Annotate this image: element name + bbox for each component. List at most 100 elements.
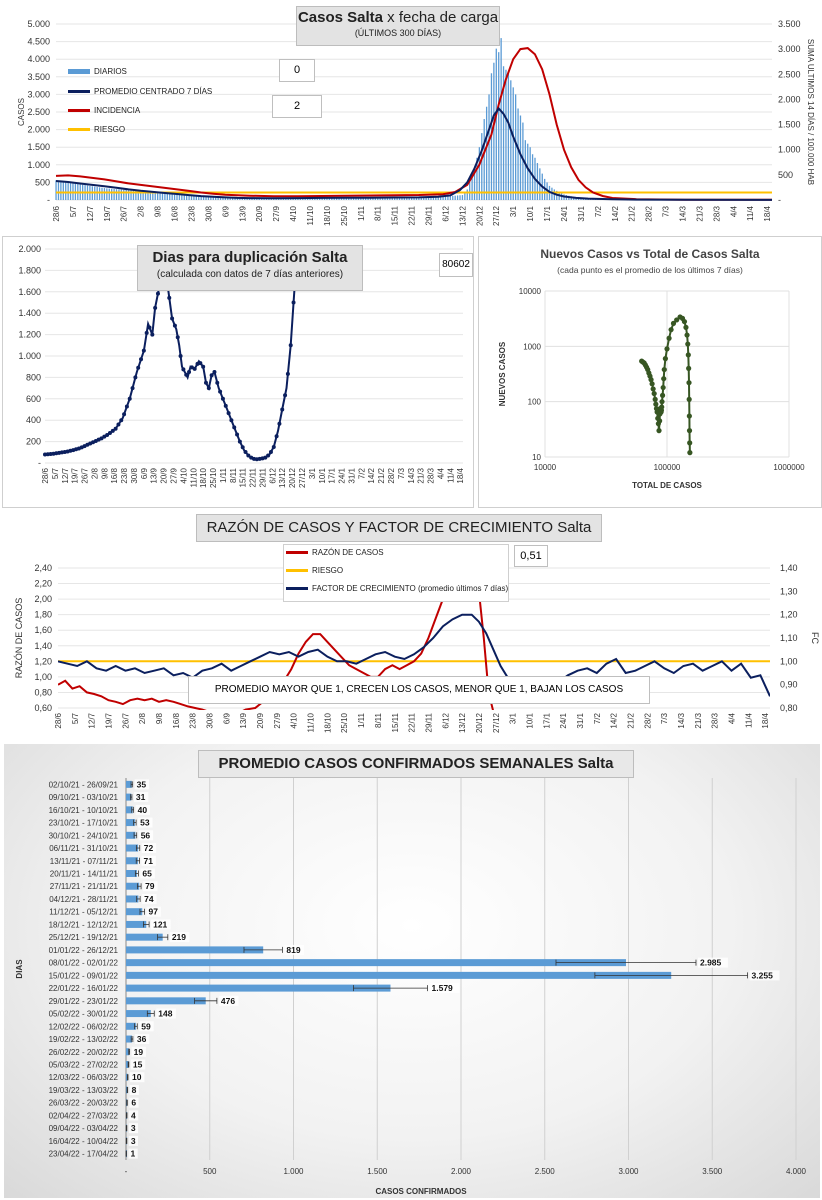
daily-bar (132, 190, 135, 200)
x-tick-label: 14/3 (677, 712, 686, 728)
casos-legend: DIARIOS PROMEDIO CENTRADO 7 DÍAS INCIDEN… (68, 66, 212, 136)
scatter-point (686, 380, 692, 386)
daily-bar (478, 147, 481, 200)
daily-bar (505, 69, 507, 200)
daily-bar (454, 195, 456, 200)
daily-bar (444, 196, 447, 200)
duplicacion-marker (113, 426, 118, 431)
x-tick-label: 27/12 (492, 205, 501, 226)
daily-bar (171, 194, 173, 200)
semanales-chart-svg: - 500 1.000 1.500 2.000 2.500 3.000 3.500 4.000 C… (15, 778, 807, 1196)
daily-bar (152, 192, 154, 200)
week-bar (126, 920, 147, 928)
daily-bar (384, 197, 386, 200)
y-tick-label: 3.000 (27, 89, 50, 99)
razon-title: RAZÓN DE CASOS Y FACTOR DE CRECIMIENTO S… (206, 519, 592, 536)
y-tick-label: 2,40 (34, 563, 52, 573)
scatter-point (660, 384, 666, 391)
daily-bar (331, 197, 333, 200)
duplicacion-title: Dias para duplicación Salta (152, 249, 348, 266)
daily-bar (173, 194, 176, 200)
x-tick-label: 5/7 (69, 205, 78, 217)
scatter-point (686, 427, 693, 434)
x-tick-label: 24/1 (560, 205, 569, 221)
scatter-point (657, 418, 663, 424)
scatter-point (681, 318, 688, 325)
scatter-point (686, 413, 692, 419)
value-label: 19 (134, 1047, 144, 1057)
x-tick-label: 28/6 (54, 712, 63, 728)
duplicacion-marker (220, 396, 225, 401)
value-label: 3.255 (752, 970, 774, 980)
value-label-bg (131, 1046, 147, 1057)
daily-bar (140, 190, 142, 200)
y-tick-label: 1000 (523, 342, 541, 351)
x-tick-label: 1/11 (357, 205, 366, 221)
y-right-tick-label: 1,20 (780, 610, 798, 620)
y-tick-label: 2.000 (18, 244, 41, 254)
daily-bar (507, 73, 510, 200)
value-label: 97 (149, 907, 159, 917)
x-tick-label: 28/6 (52, 205, 61, 221)
y-tick-label: 1.500 (27, 142, 50, 152)
duplicacion-marker (192, 366, 197, 371)
legend-diarios: DIARIOS (94, 67, 127, 76)
value-label-bg (129, 1097, 139, 1108)
daily-bar (275, 198, 277, 200)
casos-subtitle: (ÚLTIMOS 300 DÍAS) (354, 28, 442, 38)
week-bar (126, 819, 135, 827)
value-label: 3 (131, 1136, 136, 1146)
daily-bar (367, 197, 369, 200)
daily-bar (459, 195, 461, 200)
value-label: 59 (141, 1021, 151, 1031)
value-label: 1.579 (432, 983, 454, 993)
daily-bar (524, 140, 526, 200)
x-tick-label: 9/8 (100, 467, 109, 479)
scatter-point (662, 356, 668, 362)
y-tick-label: 2,00 (34, 594, 52, 604)
x-tick-label: 6/12 (441, 712, 450, 728)
y-tick-label: 1,00 (34, 672, 52, 682)
daily-bar (244, 198, 246, 200)
duplicacion-marker (223, 403, 228, 408)
daily-bar (510, 80, 512, 200)
daily-bar (135, 190, 137, 200)
x-tick-label: 1/11 (219, 467, 228, 483)
y-tick-label: 1,40 (34, 641, 52, 651)
week-bar (126, 1048, 130, 1056)
duplicacion-marker (178, 354, 183, 358)
daily-bar (234, 198, 236, 200)
daily-bar (493, 62, 495, 200)
daily-bar (435, 196, 437, 200)
daily-bar (498, 52, 500, 200)
scatter-point (670, 320, 677, 326)
week-bar (126, 793, 132, 801)
duplicacion-marker (212, 370, 217, 375)
duplicacion-marker (144, 330, 149, 335)
x-tick-label: 20/9 (255, 205, 264, 221)
legend-promedio-swatch (68, 90, 90, 94)
x-tick-label: 6/12 (441, 205, 450, 221)
daily-bar (440, 196, 442, 200)
daily-bar (355, 197, 357, 200)
value-label: 1 (131, 1149, 136, 1159)
scatter-point (674, 317, 680, 323)
daily-bar (181, 195, 183, 200)
value-label: 72 (144, 843, 154, 853)
x-tick-label: 18/4 (763, 205, 772, 221)
x-tick-label: 11/4 (746, 205, 755, 221)
legend-riesgo-swatch (68, 128, 90, 132)
daily-bar (333, 197, 335, 200)
value-label: 71 (144, 856, 154, 866)
factor-line (58, 613, 770, 697)
daily-bar (111, 188, 113, 200)
legend-promedio: PROMEDIO CENTRADO 7 DÍAS (94, 87, 213, 96)
value-label-bg (134, 779, 150, 790)
daily-bar (207, 197, 210, 200)
scatter-point (652, 396, 658, 402)
x-tick-label: 27/9 (170, 467, 179, 483)
daily-bar (369, 197, 372, 200)
x-tick-label: 13/9 (239, 712, 248, 728)
daily-bar (352, 197, 355, 200)
x-tick-label: 10/1 (526, 205, 535, 221)
